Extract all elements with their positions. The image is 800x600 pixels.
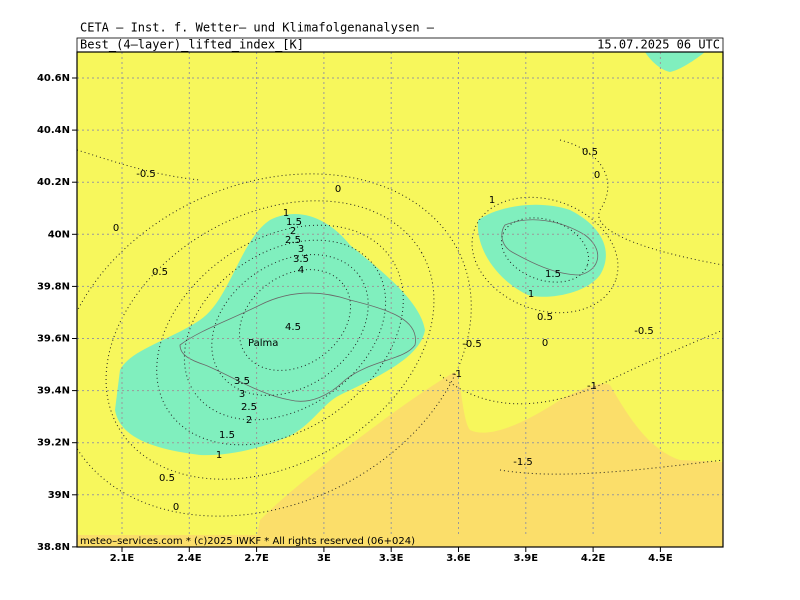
contour-label: 2.5 <box>285 235 301 246</box>
contour-label: 0 <box>173 502 179 513</box>
contour-label: 0 <box>594 170 600 181</box>
contour-label: 0 <box>113 223 119 234</box>
place-label: Palma <box>248 338 278 349</box>
lat-label: 40N <box>48 229 70 240</box>
lon-label: 3.3E <box>379 553 404 564</box>
contour-label: 0 <box>542 338 548 349</box>
region-green <box>477 204 606 297</box>
contour-label: 3.5 <box>293 254 309 265</box>
contour-label: 2.5 <box>241 402 257 413</box>
valid-time: 15.07.2025 06 UTC <box>597 38 720 52</box>
contours <box>77 139 723 517</box>
contour-label: -1 <box>452 369 462 380</box>
contour-label: 0.5 <box>152 267 168 278</box>
coastline <box>179 292 416 402</box>
lat-label: 39N <box>48 490 70 501</box>
parameter-title: Best_(4–layer)_lifted_index_[K] <box>80 38 304 52</box>
contour-label: 0.5 <box>159 473 175 484</box>
lon-label: 2.7E <box>244 553 269 564</box>
contour-label: -1 <box>587 381 597 392</box>
contour-label: -1.5 <box>513 457 533 468</box>
plot-frame <box>76 51 724 548</box>
contour-label: 1.5 <box>219 430 235 441</box>
contour-label: -0.5 <box>462 339 482 350</box>
lat-label: 39.8N <box>37 281 70 292</box>
map-area: -0.500.5011.522.533.544.53.532.521.510.5… <box>77 52 723 547</box>
contour-label: 1 <box>489 195 495 206</box>
lon-label: 3.6E <box>446 553 471 564</box>
contour-label: 3 <box>298 244 304 255</box>
contour-labels: -0.500.5011.522.533.544.53.532.521.510.5… <box>113 147 654 547</box>
contour-label: 3 <box>239 389 245 400</box>
contour-label: 3.5 <box>234 376 250 387</box>
lon-label: 2.1E <box>110 553 135 564</box>
contour-label: -0.5 <box>136 169 156 180</box>
region-orange <box>255 372 723 547</box>
lon-label: 3E <box>317 553 331 564</box>
lat-label: 40.6N <box>37 73 70 84</box>
lon-label: 4.2E <box>581 553 606 564</box>
axis-labels: 2.1E 2.4E 2.7E 3E 3.3E 3.6E 3.9E 4.2E 4.5E 40.6N 4… <box>37 73 673 564</box>
contour-label: 1 <box>216 450 222 461</box>
contour-label: 2 <box>246 415 252 426</box>
contour-label: 0.5 <box>537 312 553 323</box>
contour-label: -0.5 <box>634 326 654 337</box>
footer-band <box>77 535 723 547</box>
institute-title: CETA – Inst. f. Wetter– und Klimafolgena… <box>80 21 435 35</box>
lat-label: 39.4N <box>37 386 70 397</box>
lon-label: 4.5E <box>648 553 673 564</box>
contour-label: 1 <box>283 208 289 219</box>
lon-label: 3.9E <box>514 553 539 564</box>
lat-label: 39.2N <box>37 438 70 449</box>
footer: meteo–services.com * (c)2025 IWKF * All … <box>80 536 415 547</box>
contour-label: 1 <box>528 289 534 300</box>
contour-label: 1.5 <box>286 217 302 228</box>
contour-label: 4 <box>298 265 304 276</box>
lat-label: 40.4N <box>37 125 70 136</box>
lat-label: 40.2N <box>37 177 70 188</box>
contour-label: 2 <box>290 226 296 237</box>
contour-label: 4.5 <box>285 322 301 333</box>
region-green <box>115 214 425 456</box>
lat-label: 38.8N <box>37 542 70 553</box>
contour-label: 1.5 <box>545 269 561 280</box>
contour-label: 0 <box>335 184 341 195</box>
lat-label: 39.6N <box>37 334 70 345</box>
contour-label: 0.5 <box>582 147 598 158</box>
lon-label: 2.4E <box>177 553 202 564</box>
